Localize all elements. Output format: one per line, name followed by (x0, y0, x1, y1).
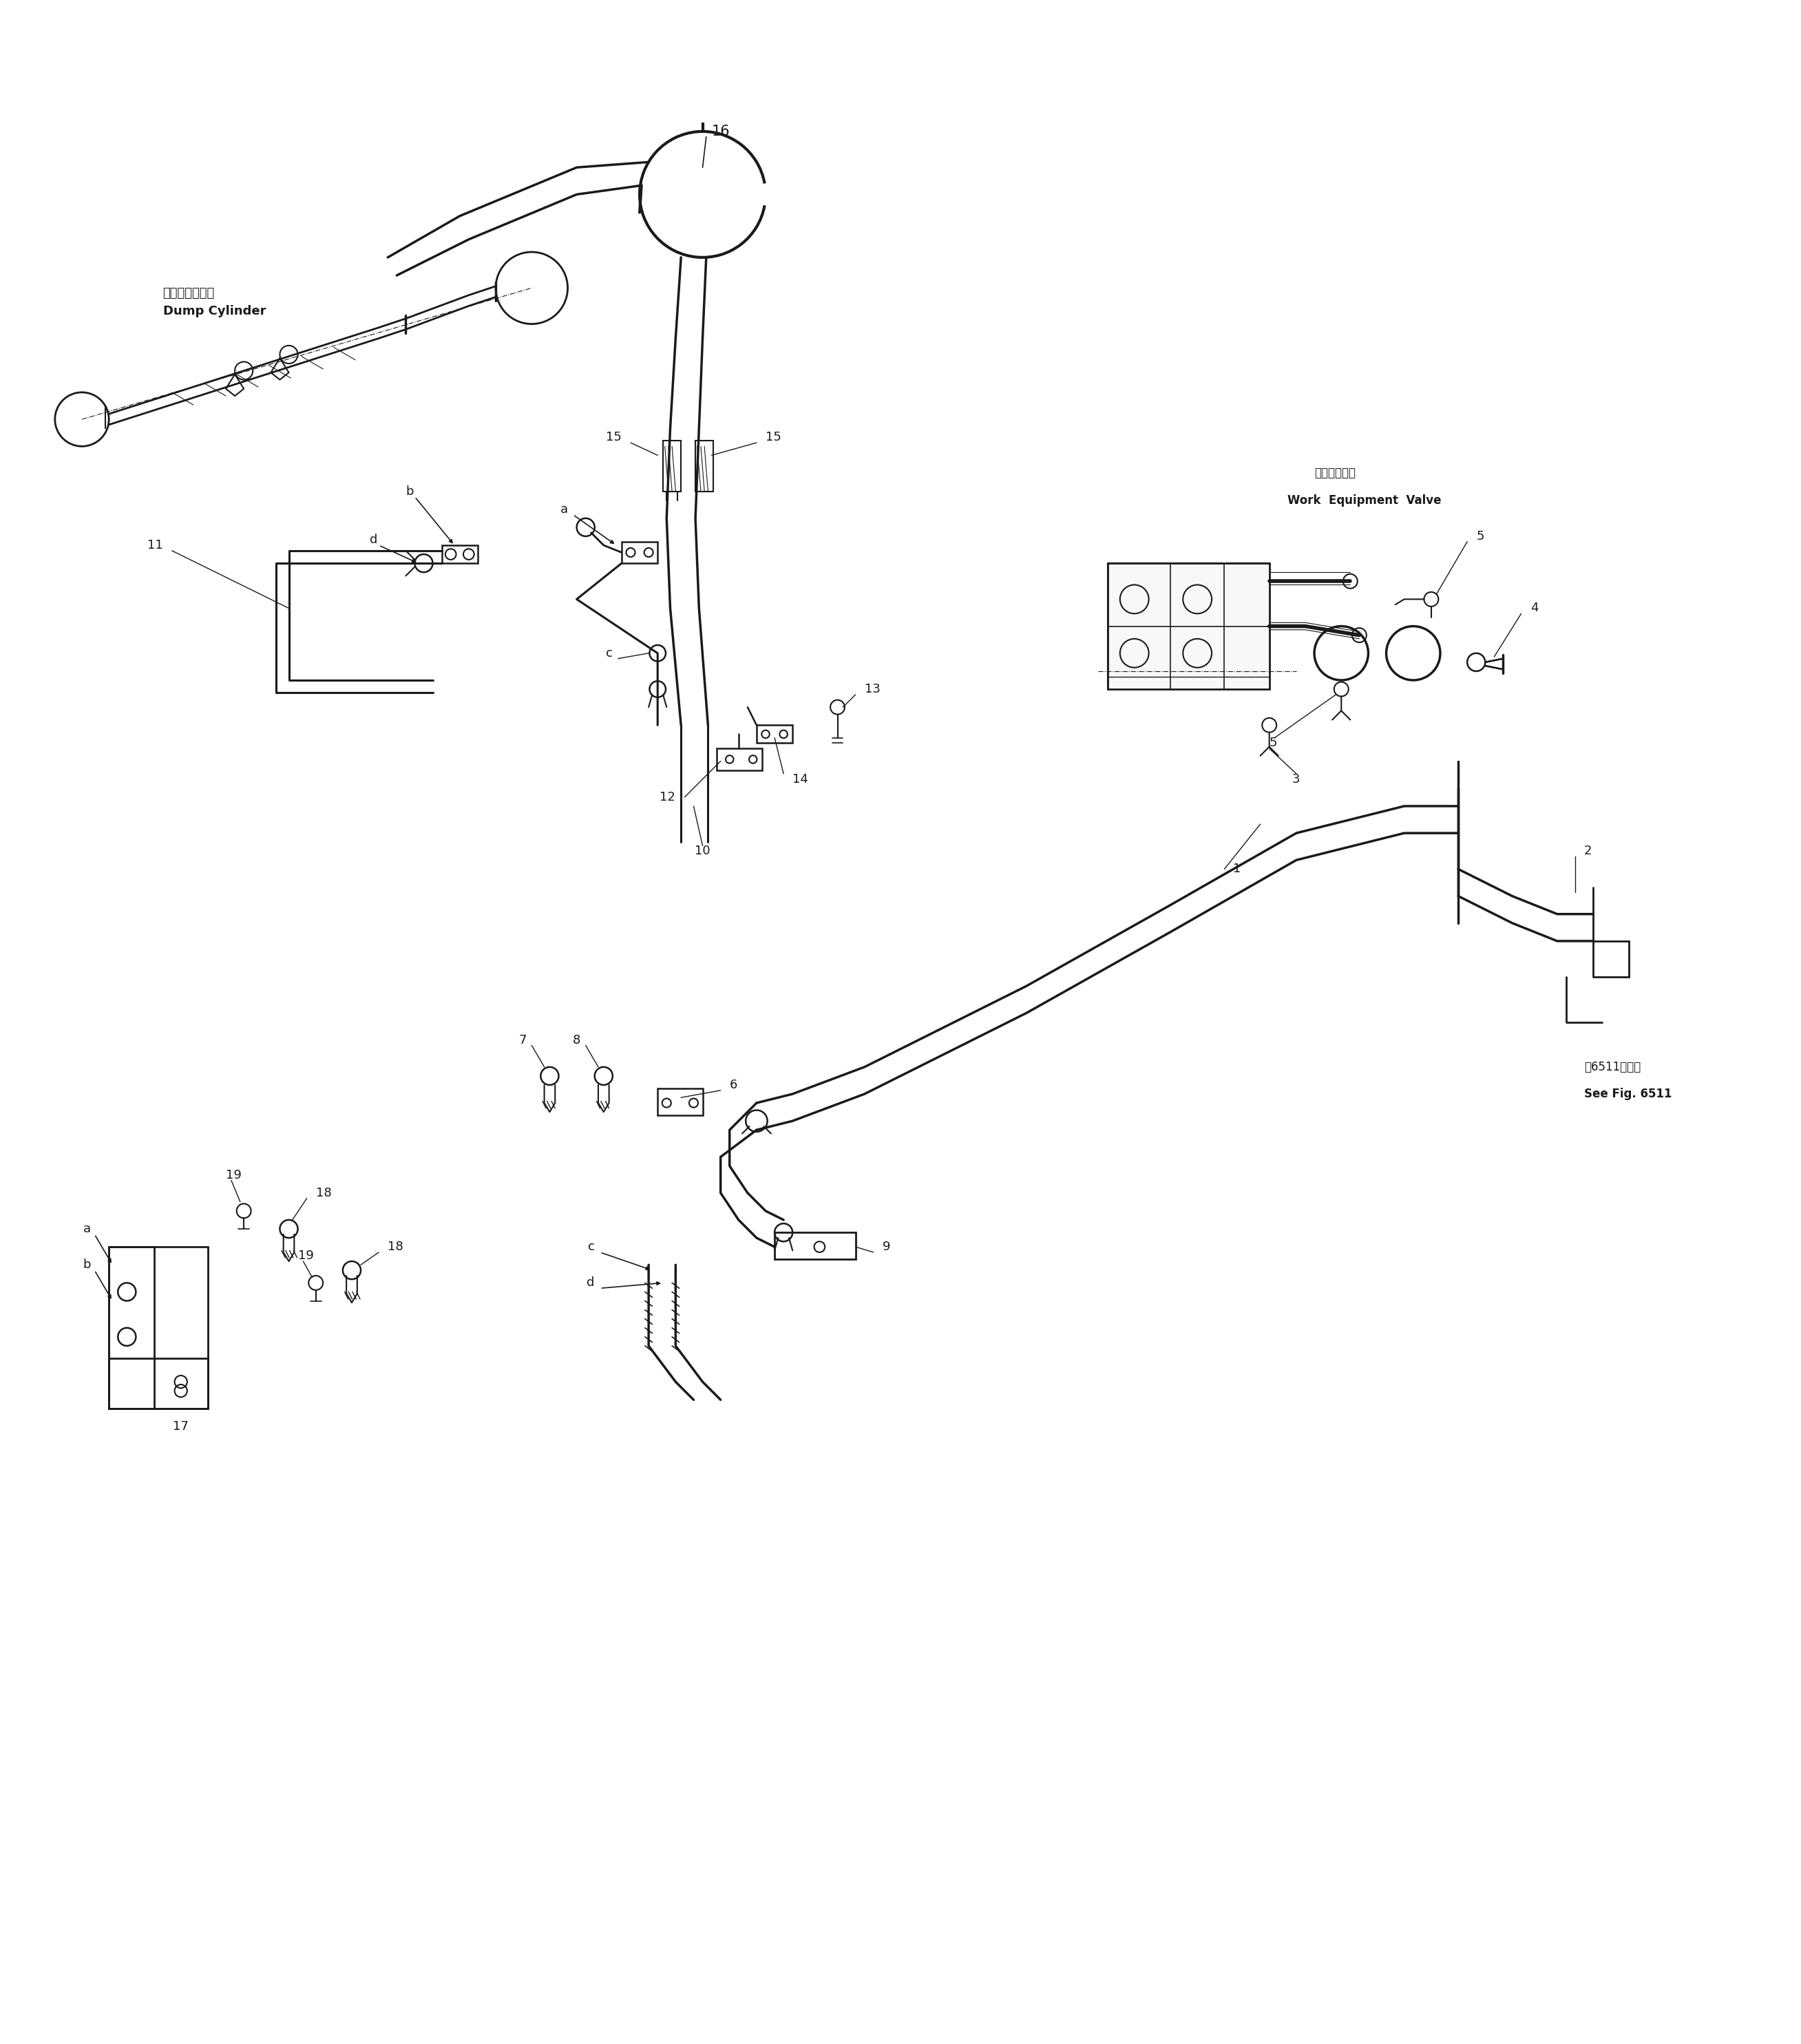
Text: 15: 15 (605, 431, 621, 444)
Text: a: a (83, 1222, 90, 1235)
Text: b: b (405, 484, 414, 497)
Bar (621, 542, 657, 564)
Text: a: a (560, 503, 567, 515)
Text: 8: 8 (573, 1034, 580, 1047)
Text: 17: 17 (173, 1421, 189, 1433)
Text: 18: 18 (315, 1188, 331, 1200)
Text: 7: 7 (519, 1034, 526, 1047)
Bar (441, 546, 477, 564)
Text: 第6511図参照: 第6511図参照 (1585, 1061, 1641, 1073)
Text: 5: 5 (1270, 738, 1277, 750)
Bar (663, 442, 681, 491)
Text: 5: 5 (1477, 529, 1484, 542)
Text: See Fig. 6511: See Fig. 6511 (1585, 1087, 1671, 1100)
Text: 13: 13 (864, 683, 881, 695)
Bar (695, 442, 713, 491)
Text: 19: 19 (225, 1169, 241, 1181)
Text: ダンプシリンダ: ダンプシリンダ (162, 288, 214, 300)
Bar (108, 1247, 153, 1408)
Text: 4: 4 (1531, 603, 1538, 615)
Text: 11: 11 (148, 540, 162, 552)
Text: 3: 3 (1293, 773, 1300, 785)
Text: Work  Equipment  Valve: Work Equipment Valve (1288, 495, 1441, 507)
Text: 14: 14 (792, 773, 809, 785)
Text: 16: 16 (711, 125, 729, 139)
Text: c: c (605, 648, 612, 660)
Bar (108, 1247, 207, 1408)
Text: Dump Cylinder: Dump Cylinder (162, 305, 267, 317)
Bar (657, 1089, 702, 1116)
Text: 15: 15 (765, 431, 782, 444)
Text: b: b (83, 1259, 90, 1271)
Text: 2: 2 (1585, 844, 1592, 856)
Bar (756, 726, 792, 744)
Text: d: d (369, 533, 378, 546)
Text: 19: 19 (297, 1249, 313, 1261)
Bar (717, 748, 762, 771)
Bar (1108, 564, 1270, 689)
Text: d: d (587, 1278, 594, 1290)
Bar (774, 1233, 855, 1259)
Text: 1: 1 (1234, 863, 1241, 875)
Text: 12: 12 (659, 791, 675, 803)
Text: 作業機バルブ: 作業機バルブ (1315, 468, 1356, 480)
Bar (108, 1359, 207, 1408)
Text: 10: 10 (695, 844, 710, 856)
Text: 9: 9 (882, 1241, 890, 1253)
Text: 6: 6 (729, 1079, 737, 1091)
Text: c: c (587, 1241, 594, 1253)
Text: 18: 18 (387, 1241, 403, 1253)
